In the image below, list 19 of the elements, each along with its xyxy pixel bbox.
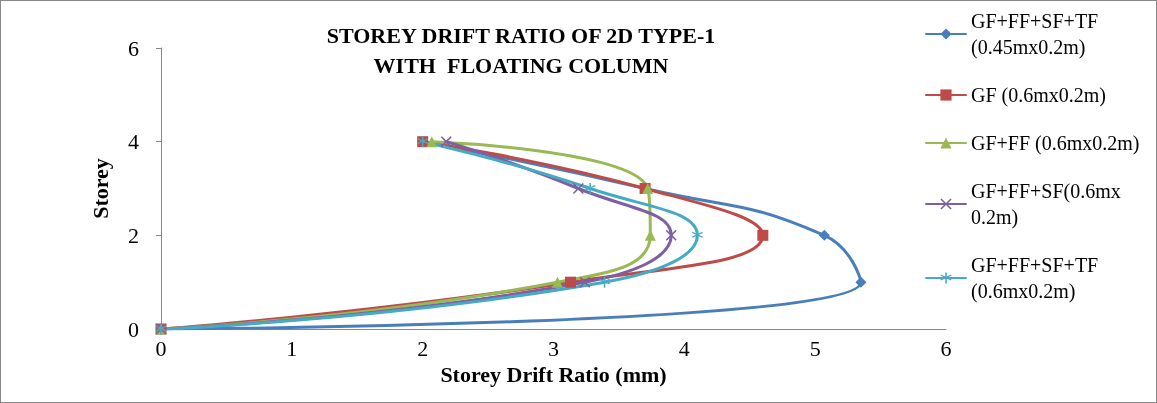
y-axis-title: Storey bbox=[87, 158, 113, 219]
x-tick-label: 2 bbox=[417, 335, 429, 361]
x-tick-label: 4 bbox=[678, 335, 690, 361]
y-tick-label: 2 bbox=[128, 222, 139, 248]
legend-label: GF+FF+SF+TF (0.6mx0.2m) bbox=[971, 254, 1104, 303]
x-tick-label: 0 bbox=[155, 335, 167, 361]
x-tick-label: 6 bbox=[940, 335, 952, 361]
x-tick-label: 5 bbox=[809, 335, 821, 361]
legend-label: GF+FF+SF(0.6mx 0.2m) bbox=[971, 180, 1126, 229]
legend-label: GF+FF+SF+TF (0.45mx0.2m) bbox=[971, 10, 1104, 59]
y-tick-label: 4 bbox=[128, 129, 139, 155]
x-tick-label: 3 bbox=[548, 335, 559, 361]
y-tick-label: 6 bbox=[128, 35, 139, 61]
x-axis-title: Storey Drift Ratio (mm) bbox=[440, 362, 667, 388]
legend-label: GF+FF (0.6mx0.2m) bbox=[971, 132, 1140, 155]
x-tick-label: 1 bbox=[286, 335, 298, 361]
chart-title: STOREY DRIFT RATIO OF 2D TYPE-1 WITH FLOATING COLUMN bbox=[326, 22, 716, 78]
legend-label: GF (0.6mx0.2m) bbox=[971, 84, 1106, 107]
y-tick-label: 0 bbox=[128, 316, 139, 342]
